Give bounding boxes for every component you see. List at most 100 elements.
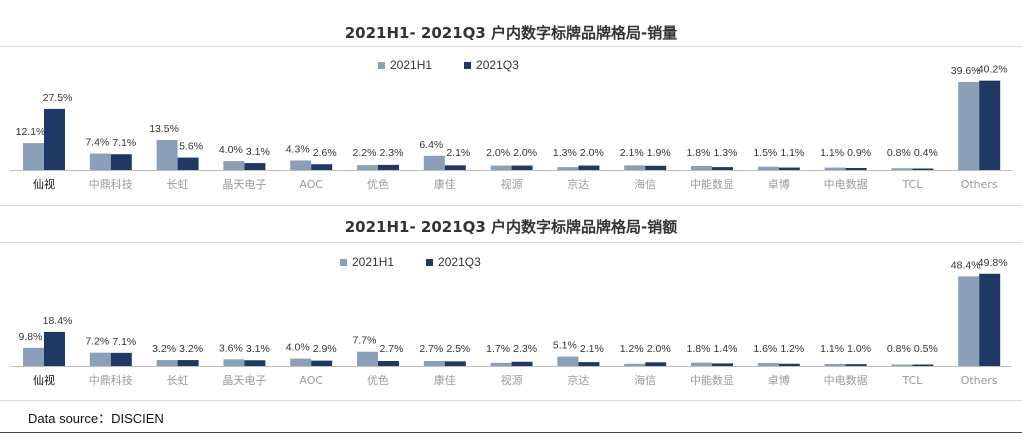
x-tick-label: 中电数据: [824, 177, 868, 191]
data-label-q3: 3.1%: [246, 146, 270, 158]
data-label-q3: 40.2%: [978, 64, 1008, 76]
bar-h1: [891, 364, 913, 366]
data-label-h1: 0.8%: [887, 343, 911, 355]
data-label-q3: 1.9%: [647, 147, 671, 159]
x-tick-label: 仙视: [33, 177, 55, 191]
bar-h1: [691, 362, 712, 366]
bar-chart-sales: 9.8%18.4% 仙视 7.2% 7.1% 中鼎科技 3.2% 3.2% 长虹 3.6% 3.1…: [10, 257, 1012, 387]
data-label-h1: 1.7%: [486, 343, 510, 355]
bar-q3: [712, 363, 733, 366]
data-label-q3: 5.6%: [179, 141, 203, 153]
bar-h1: [223, 161, 245, 170]
bar-h1: [691, 166, 712, 170]
data-label-q3: 1.1%: [780, 147, 804, 159]
data-label-q3: 0.5%: [914, 343, 938, 355]
bar-q3: [845, 364, 867, 366]
x-tick-label: 优色: [367, 373, 389, 387]
bar-h1: [156, 360, 178, 366]
data-label-q3: 2.0%: [580, 147, 604, 159]
data-label-h1: 1.6%: [753, 343, 777, 355]
legend-volume: 2021H1 2021Q3: [378, 58, 545, 72]
legend-item-h1: 2021H1: [340, 255, 394, 269]
bar-h1: [958, 82, 980, 170]
data-label-q3: 2.3%: [513, 343, 537, 355]
data-label-h1: 7.7%: [353, 335, 377, 347]
x-tick-label: 视源: [501, 373, 523, 387]
data-label-h1: 12.1%: [16, 126, 46, 138]
bar-q3: [311, 164, 333, 170]
data-label-q3: 0.4%: [914, 147, 938, 159]
x-tick-label: 晶天电子: [222, 374, 266, 387]
bar-h1: [23, 143, 44, 170]
bar-q3: [578, 165, 600, 170]
data-label-q3: 3.2%: [179, 343, 203, 355]
bar-h1: [89, 352, 111, 366]
bar-h1: [824, 167, 846, 170]
bar-h1: [89, 153, 111, 170]
data-label-q3: 2.6%: [313, 147, 337, 159]
data-label-h1: 7.4%: [85, 137, 109, 149]
data-label-q3: 1.4%: [714, 343, 738, 355]
bar-h1: [423, 361, 445, 366]
panel-divider: [0, 242, 1022, 243]
data-label-h1: 2.0%: [486, 147, 510, 159]
x-tick-label: Others: [961, 178, 998, 191]
data-label-q3: 2.0%: [513, 147, 537, 159]
bar-h1: [357, 351, 378, 366]
legend-item-h1: 2021H1: [378, 58, 432, 72]
bar-q3: [979, 273, 1001, 366]
bar-q3: [511, 361, 533, 366]
x-tick-label: 中能数显: [690, 373, 734, 387]
bar-q3: [645, 165, 667, 170]
bar-h1: [757, 166, 779, 170]
data-label-q3: 27.5%: [43, 92, 73, 104]
bar-q3: [244, 163, 266, 170]
bar-q3: [511, 165, 533, 170]
legend-swatch-h1: [378, 61, 385, 69]
bar-h1: [490, 165, 512, 170]
x-tick-label: 长虹: [167, 374, 189, 387]
bar-h1: [624, 165, 646, 170]
bar-q3: [244, 360, 266, 366]
data-label-q3: 1.0%: [847, 343, 871, 355]
data-label-h1: 1.8%: [687, 147, 711, 159]
legend-label-q3: 2021Q3: [438, 255, 481, 269]
data-label-q3: 2.1%: [580, 343, 604, 355]
x-tick-label: 海信: [634, 373, 656, 387]
bar-q3: [645, 362, 667, 366]
data-label-h1: 9.8%: [19, 331, 43, 343]
x-tick-label: 卓博: [768, 178, 790, 191]
bar-q3: [578, 362, 600, 366]
bar-q3: [912, 364, 934, 366]
x-tick-label: AOC: [299, 374, 323, 387]
data-label-h1: 5.1%: [553, 340, 577, 352]
x-tick-label: 仙视: [33, 373, 55, 387]
x-tick-label: 中能数显: [690, 177, 734, 191]
data-label-h1: 4.3%: [286, 143, 310, 155]
bar-q3: [712, 167, 733, 170]
bar-h1: [423, 155, 445, 170]
bar-h1: [824, 363, 846, 366]
data-label-h1: 1.1%: [820, 147, 844, 159]
bar-q3: [912, 168, 934, 170]
bar-h1: [490, 362, 512, 366]
panel-divider: [0, 205, 1022, 206]
data-label-h1: 1.3%: [553, 147, 577, 159]
bar-q3: [979, 80, 1001, 170]
x-tick-label: TCL: [901, 178, 923, 191]
data-label-q3: 1.3%: [714, 147, 738, 159]
chart-title-sales: 2021H1- 2021Q3 户内数字标牌品牌格局-销额: [344, 218, 678, 236]
bar-q3: [845, 168, 867, 170]
bar-q3: [378, 361, 399, 366]
data-label-h1: 2.1%: [620, 147, 644, 159]
data-label-q3: 0.9%: [847, 147, 871, 159]
bar-h1: [557, 356, 579, 366]
legend-label-q3: 2021Q3: [476, 58, 519, 72]
data-label-q3: 7.1%: [112, 137, 136, 149]
bar-q3: [177, 157, 199, 170]
x-tick-label: 中鼎科技: [89, 177, 133, 191]
bar-h1: [223, 359, 245, 366]
bar-q3: [778, 167, 800, 170]
x-tick-label: 京达: [567, 373, 589, 387]
legend-label-h1: 2021H1: [390, 58, 433, 72]
